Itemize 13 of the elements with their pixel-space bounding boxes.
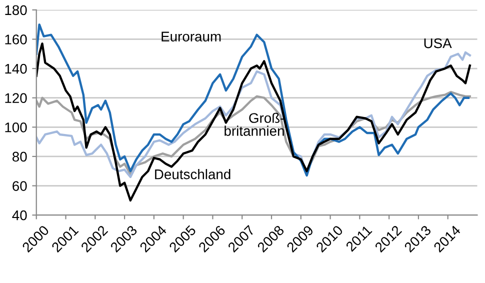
y-tick-label: 40 (12, 210, 27, 220)
line-series (36, 51, 471, 178)
series-label: Deutschland (155, 169, 230, 180)
y-tick-label: 120 (5, 93, 27, 104)
series-label: Euroraum (162, 32, 221, 42)
y-tick-label: 60 (12, 181, 27, 191)
y-tick-label: 160 (5, 34, 27, 44)
y-tick-label: 100 (5, 122, 27, 132)
y-tick-label: 140 (5, 64, 27, 74)
y-tick-label: 180 (5, 5, 27, 16)
series-label: USA (424, 38, 452, 48)
y-tick-label: 80 (12, 152, 27, 162)
series-label: Groß- britannien (224, 112, 284, 136)
